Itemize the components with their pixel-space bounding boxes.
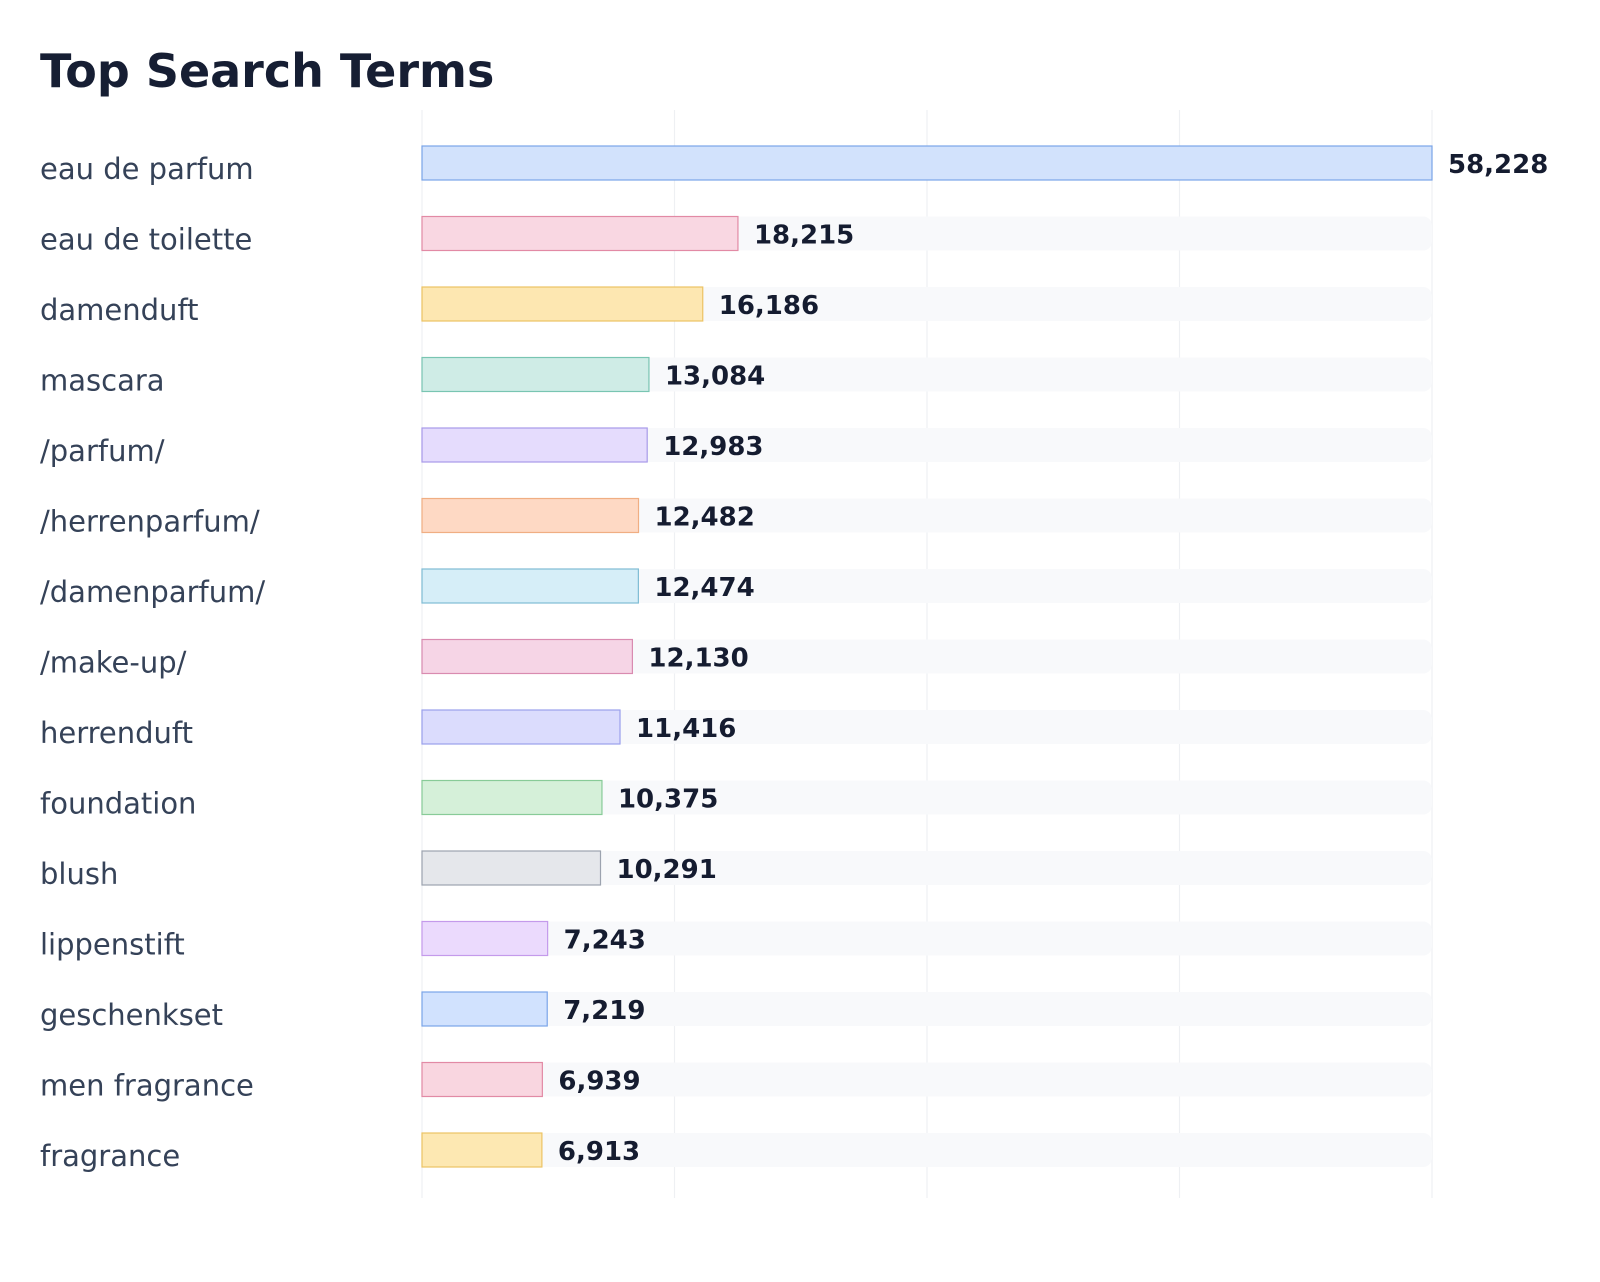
bar-track	[422, 357, 1432, 392]
value-label: 12,474	[654, 573, 754, 603]
bar-row: eau de parfum 58,228	[40, 145, 1548, 186]
value-label: 7,243	[564, 926, 646, 956]
bar	[421, 356, 650, 393]
value-label: 16,186	[719, 291, 819, 321]
value-label: 18,215	[754, 221, 854, 251]
bar	[421, 145, 1433, 181]
category-label: herrenduft	[40, 716, 193, 750]
category-label: /herrenparfum/	[40, 505, 260, 539]
bar-row: damenduft 16,186	[40, 286, 1432, 327]
bar	[421, 427, 648, 463]
value-label: 7,219	[563, 996, 645, 1026]
bar-row: foundation 10,375	[40, 779, 1432, 821]
bar	[421, 497, 640, 534]
value-label: 11,416	[636, 714, 736, 744]
bar-row: fragrance 6,913	[40, 1132, 1432, 1173]
bar-track	[422, 569, 1432, 603]
bar-track	[422, 639, 1432, 674]
bar-row: herrenduft 11,416	[40, 709, 1432, 750]
bar-track	[422, 428, 1432, 462]
value-label: 12,983	[663, 432, 763, 462]
category-label: damenduft	[40, 293, 199, 327]
bar-row: /make-up/12,130	[40, 638, 1432, 680]
bar-track	[422, 1133, 1432, 1167]
bar-track	[422, 992, 1432, 1026]
bar	[421, 568, 639, 604]
value-label: 6,913	[558, 1137, 640, 1167]
category-label: lippenstift	[40, 928, 185, 962]
bar-row: eau de toilette 18,215	[40, 215, 1432, 257]
bar-track	[422, 498, 1432, 533]
bar-row: /damenparfum/12,474	[40, 568, 1432, 609]
value-label: 12,130	[648, 644, 748, 674]
bar	[421, 1061, 543, 1098]
category-label: /make-up/	[40, 646, 187, 680]
bar-row: /herrenparfum/12,482	[40, 497, 1432, 539]
bar	[421, 779, 603, 816]
bar	[421, 920, 549, 957]
value-label: 6,939	[558, 1067, 640, 1097]
bar-track	[422, 710, 1432, 744]
bar-track	[422, 780, 1432, 815]
value-label: 58,228	[1448, 150, 1548, 180]
bar	[421, 709, 621, 745]
bar-track	[422, 1062, 1432, 1097]
category-label: men fragrance	[40, 1069, 254, 1103]
value-label: 13,084	[665, 362, 765, 392]
category-label: foundation	[40, 787, 196, 821]
category-label: eau de toilette	[40, 223, 252, 257]
bar-row: blush 10,291	[40, 850, 1432, 891]
bar-track	[422, 921, 1432, 956]
category-label: geschenkset	[40, 998, 223, 1032]
category-label: /parfum/	[40, 434, 165, 468]
chart-title: Top Search Terms	[40, 44, 495, 98]
bar	[421, 638, 634, 675]
bar-row: lippenstift 7,243	[40, 920, 1432, 962]
category-label: blush	[40, 857, 118, 891]
bar-row: geschenkset 7,219	[40, 991, 1432, 1032]
category-label: /damenparfum/	[40, 575, 265, 609]
value-label: 10,375	[618, 785, 718, 815]
value-label: 12,482	[655, 503, 755, 533]
bar	[421, 991, 548, 1027]
value-label: 10,291	[617, 855, 717, 885]
bar-track	[422, 851, 1432, 885]
category-label: eau de parfum	[40, 152, 254, 186]
category-label: fragrance	[40, 1139, 180, 1173]
bar	[421, 286, 704, 322]
bar	[421, 215, 739, 252]
bar	[421, 850, 602, 886]
bar-row: men fragrance 6,939	[40, 1061, 1432, 1103]
bar-row: mascara 13,084	[40, 356, 1432, 398]
bar-row: /parfum/12,983	[40, 427, 1432, 468]
category-label: mascara	[40, 364, 165, 398]
bar	[421, 1132, 543, 1168]
